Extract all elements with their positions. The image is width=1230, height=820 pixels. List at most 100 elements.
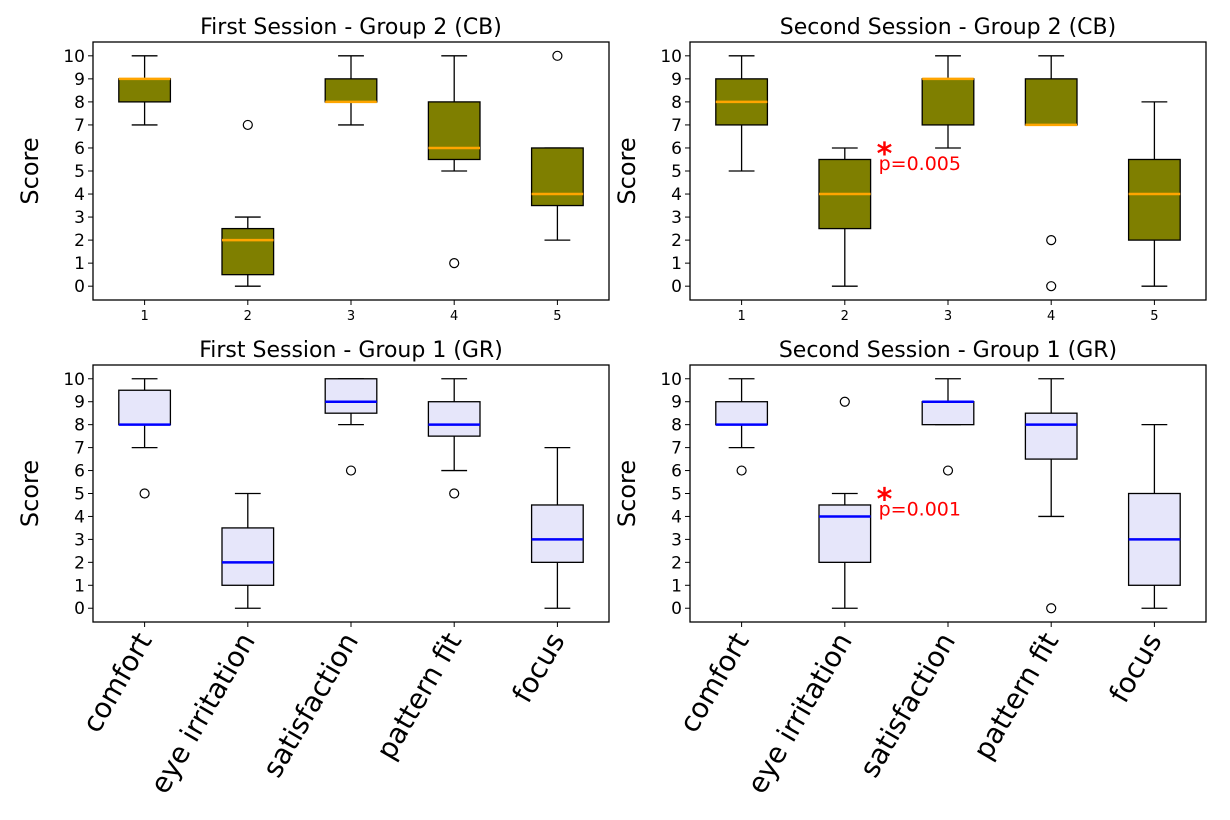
- y-tick-label: 8: [671, 416, 682, 436]
- y-tick-label: 2: [74, 553, 85, 573]
- y-tick-label: 8: [74, 93, 85, 113]
- box-iqr: [715, 401, 769, 426]
- y-tick-label: 2: [671, 553, 682, 573]
- y-tick-label: 0: [671, 599, 682, 619]
- y-tick-label: 2: [74, 231, 85, 251]
- panel-2: Second Session - Group 2 (CB) Score 0 1 2 3 4 5…: [613, 15, 1207, 324]
- box-iqr: [1024, 78, 1078, 126]
- y-tick-label: 4: [671, 185, 682, 205]
- x-tick-label: 5: [553, 309, 561, 324]
- x-tick-label: 1: [737, 309, 745, 324]
- y-tick-label: 9: [74, 70, 85, 90]
- box-iqr: [530, 504, 584, 563]
- x-tick-label: 1: [140, 309, 148, 324]
- y-tick-label: 3: [74, 208, 85, 228]
- y-tick-label: 5: [671, 162, 682, 182]
- y-tick-label: 4: [671, 507, 682, 527]
- significance-star: *: [877, 137, 893, 172]
- box-iqr: [118, 389, 172, 426]
- y-tick-label: 2: [671, 231, 682, 251]
- x-tick-label: 3: [347, 309, 355, 324]
- y-tick-label: 8: [74, 416, 85, 436]
- y-tick-label: 1: [74, 576, 85, 596]
- box-iqr: [324, 78, 378, 103]
- y-tick-label: 0: [671, 277, 682, 297]
- x-tick-label: 5: [1150, 309, 1158, 324]
- y-tick-label: 4: [74, 185, 85, 205]
- y-axis-label: Score: [16, 460, 44, 527]
- box-5: [1127, 101, 1181, 287]
- axes-frame: [689, 364, 1207, 623]
- y-tick-label: 1: [671, 254, 682, 274]
- y-tick-label: 10: [660, 47, 682, 67]
- outlier-point: [942, 465, 954, 476]
- p-value-label: p=0.001: [879, 499, 961, 521]
- y-tick-label: 8: [671, 93, 682, 113]
- box-iqr: [324, 378, 378, 414]
- box-5: [1127, 424, 1181, 609]
- x-tick-label: 4: [1047, 309, 1055, 324]
- y-tick-label: 3: [671, 208, 682, 228]
- p-value-label: p=0.005: [879, 153, 961, 175]
- box-3: [921, 55, 975, 149]
- axes-frame: [92, 364, 610, 623]
- x-tick-label: satisfaction: [256, 627, 365, 783]
- box-2: [818, 396, 872, 609]
- x-tick-label: 2: [841, 309, 849, 324]
- y-tick-label: 1: [671, 576, 682, 596]
- x-tick-label: eye irritation: [143, 627, 261, 799]
- y-tick-label: 7: [74, 439, 85, 459]
- box-4: [427, 378, 481, 499]
- y-tick-label: 0: [74, 277, 85, 297]
- y-axis-label: Score: [613, 460, 641, 527]
- x-tick-label: 3: [944, 309, 952, 324]
- outlier-point: [345, 465, 357, 476]
- box-1: [715, 55, 769, 172]
- box-3: [921, 378, 975, 476]
- box-iqr: [1127, 158, 1181, 241]
- x-tick-label: comfort: [75, 627, 158, 738]
- box-2: [221, 492, 275, 609]
- outlier-point: [839, 396, 850, 407]
- outlier-point: [449, 258, 460, 269]
- x-tick-label: pattern fit: [369, 627, 468, 765]
- x-tick-label: eye irritation: [740, 627, 858, 799]
- box-5: [530, 50, 584, 241]
- x-tick-label: focus: [506, 627, 572, 708]
- y-tick-label: 9: [671, 393, 682, 413]
- chart-title: Second Session - Group 1 (GR): [779, 338, 1117, 363]
- box-iqr: [818, 504, 872, 563]
- box-4: [1024, 55, 1078, 292]
- chart-title: Second Session - Group 2 (CB): [780, 15, 1116, 40]
- box-3: [324, 378, 378, 476]
- y-tick-label: 6: [671, 462, 682, 482]
- box-iqr: [427, 401, 481, 437]
- significance-star: *: [877, 483, 893, 518]
- outlier-point: [139, 488, 150, 499]
- box-2: [221, 119, 275, 287]
- y-tick-label: 9: [671, 70, 682, 90]
- outlier-point: [1046, 235, 1057, 246]
- box-iqr: [221, 527, 275, 586]
- box-3: [324, 55, 378, 126]
- y-tick-label: 7: [74, 116, 85, 136]
- y-tick-label: 10: [63, 47, 85, 67]
- x-tick-label: comfort: [672, 627, 755, 738]
- box-iqr: [530, 147, 584, 207]
- outlier-point: [736, 465, 747, 476]
- box-4: [1024, 378, 1078, 614]
- y-tick-label: 5: [671, 485, 682, 505]
- axes-frame: [92, 41, 610, 301]
- y-tick-label: 1: [74, 254, 85, 274]
- box-iqr: [1024, 412, 1078, 460]
- x-tick-label: pattern fit: [966, 627, 1065, 765]
- outlier-point: [1046, 603, 1057, 614]
- box-1: [715, 378, 769, 476]
- chart-title: First Session - Group 2 (CB): [200, 15, 502, 40]
- box-1: [118, 55, 172, 126]
- y-tick-label: 5: [74, 162, 85, 182]
- y-tick-label: 3: [671, 530, 682, 550]
- panel-4: Second Session - Group 1 (GR) Score 0 1 2 3 45…: [613, 338, 1207, 799]
- axes-frame: [689, 41, 1207, 301]
